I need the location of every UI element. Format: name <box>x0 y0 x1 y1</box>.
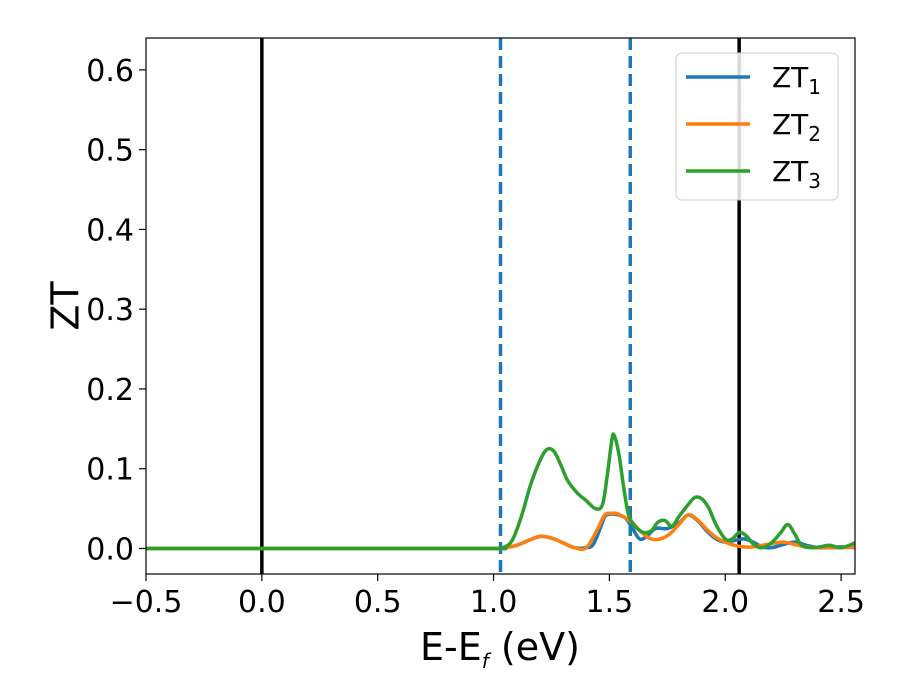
y-tick-label: 0.4 <box>86 213 134 248</box>
series-lines <box>146 432 855 552</box>
y-axis-label: ZT <box>44 281 88 331</box>
legend-box <box>675 52 839 201</box>
series-line-zt3 <box>146 432 855 551</box>
x-tick-label: 2.5 <box>817 585 865 620</box>
legend-label-zt1: ZT1 <box>772 61 821 99</box>
x-axis-label: E-Ef (eV) <box>420 625 580 673</box>
y-tick-label: 0.5 <box>86 134 134 169</box>
x-axis-ticks: −0.5 0.0 0.5 1.0 1.5 2.0 2.5 <box>110 574 865 620</box>
x-tick-label: 0.5 <box>354 585 402 620</box>
y-tick-label: 0.1 <box>86 453 134 488</box>
x-tick-label: 0.0 <box>238 585 286 620</box>
x-tick-label: −0.5 <box>110 585 183 620</box>
y-tick-label: 0.2 <box>86 373 134 408</box>
y-tick-label: 0.3 <box>86 293 134 328</box>
x-tick-label: 1.5 <box>586 585 634 620</box>
plot-frame <box>145 37 856 575</box>
legend-label-zt2: ZT2 <box>772 108 821 146</box>
x-tick-label: 1.0 <box>470 585 518 620</box>
y-axis-ticks: 0.0 0.1 0.2 0.3 0.4 0.5 0.6 <box>86 54 146 567</box>
legend: ZT1 ZT2 ZT3 <box>675 52 839 201</box>
series-line-zt2 <box>146 511 855 552</box>
reference-lines <box>260 38 741 574</box>
legend-label-zt3: ZT3 <box>772 155 821 193</box>
x-tick-label: 2.0 <box>701 585 749 620</box>
y-tick-label: 0.0 <box>86 532 134 567</box>
y-tick-label: 0.6 <box>86 54 134 89</box>
